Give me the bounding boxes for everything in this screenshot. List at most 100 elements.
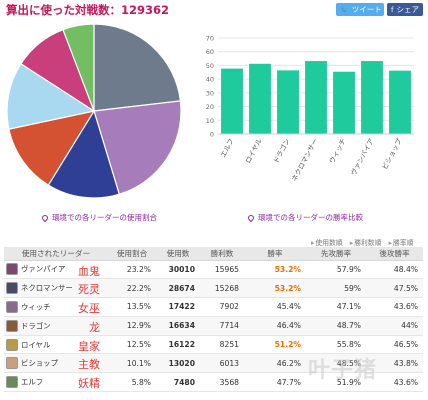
x-tick-label: ウィッチ — [328, 137, 348, 165]
y-tick-label: 0 — [210, 131, 214, 139]
wins-cell: 8251 — [200, 335, 244, 355]
share-cell: 23.2% — [108, 260, 156, 280]
table-row: ネクロマンサー 死灵 22.2% 28674 15268 53.2% 59% 47… — [4, 278, 423, 299]
col-header-winrate: 勝率 — [244, 247, 306, 261]
x-tick-label: ネクロマンサー — [290, 137, 319, 183]
wins-cell: 7714 — [200, 316, 244, 336]
leader-cn-label: 死灵 — [78, 283, 100, 297]
x-tick-label: ドラゴン — [271, 137, 292, 165]
sort-by-winrate-link[interactable]: 勝率順 — [389, 239, 414, 247]
leader-cn-label: 皇家 — [78, 339, 100, 353]
leader-stats-table: 使用されたリーダー 使用割合 使用数 勝利数 勝率 先攻勝率 後攻勝率 ヴァンパ… — [4, 247, 423, 393]
bar — [305, 61, 327, 134]
pie-slice — [93, 100, 182, 195]
leader-cell: エルフ 妖精 — [4, 372, 108, 393]
x-tick-label: ビショップ — [380, 137, 404, 171]
leader-usage-pie-chart — [6, 23, 182, 199]
leader-name: ヴァンパイア — [21, 264, 66, 274]
bar — [249, 63, 271, 135]
table-row: ウィッチ 女巫 13.5% 17422 7902 45.4% 47.1% 43.6… — [4, 297, 423, 317]
leader-avatar — [6, 338, 18, 351]
first-winrate-cell: 57.9% — [306, 260, 366, 280]
second-winrate-cell: 43.6% — [366, 372, 423, 393]
pie-slice — [6, 62, 96, 130]
wins-cell: 7902 — [200, 297, 244, 317]
share-cell: 13.5% — [108, 297, 156, 317]
table-header-row: 使用されたリーダー 使用割合 使用数 勝利数 勝率 先攻勝率 後攻勝率 — [4, 247, 423, 261]
x-tick-label: エルフ — [219, 137, 236, 159]
first-winrate-cell: 51.9% — [306, 372, 366, 393]
second-winrate-cell: 46.5% — [366, 335, 423, 355]
sort-by-usage-link[interactable]: 使用数順 — [311, 239, 343, 247]
winrate-cell: 46.4% — [244, 316, 306, 336]
winrate-cell: 47.7% — [244, 372, 306, 393]
y-tick-label: 30 — [206, 89, 214, 97]
uses-cell: 16634 — [156, 316, 200, 336]
leader-cn-label: 主教 — [78, 358, 100, 372]
winrate-cell: 45.4% — [244, 297, 306, 317]
leader-cn-label: 女巫 — [78, 302, 100, 316]
sort-links: 使用数順 勝利数順 勝率順 — [306, 237, 413, 247]
pie-caption-text: 環境での各リーダーの使用割合 — [52, 213, 157, 222]
bar — [333, 71, 355, 134]
leader-cell: ヴァンパイア 血鬼 — [4, 260, 108, 280]
leader-avatar — [6, 282, 18, 295]
twitter-bird-icon: 🐦 — [340, 5, 349, 14]
winrate-cell: 46.2% — [244, 353, 306, 374]
table-row: エルフ 妖精 5.8% 7480 3568 47.7% 51.9% 43.6% — [4, 372, 423, 393]
bar — [277, 70, 299, 134]
leader-name: ロイヤル — [21, 340, 51, 350]
leader-avatar — [6, 357, 18, 370]
first-winrate-cell: 55.8% — [306, 335, 366, 355]
location-pin-icon — [40, 213, 50, 223]
facebook-share-button[interactable]: f シェア — [387, 3, 423, 16]
y-tick-label: 60 — [206, 48, 214, 56]
bar-caption: 環境での各リーダーの勝率比較 — [246, 212, 363, 223]
second-winrate-cell: 48.4% — [366, 260, 423, 280]
location-pin-icon — [246, 213, 256, 223]
leader-cell: ドラゴン 龙 — [4, 316, 108, 336]
leader-avatar — [6, 319, 18, 332]
col-header-uses: 使用数 — [156, 247, 200, 261]
table-row: ドラゴン 龙 12.9% 16634 7714 46.4% 48.7% 44% — [4, 316, 423, 336]
leader-avatar — [6, 263, 18, 276]
facebook-share-label: シェア — [396, 5, 419, 14]
leader-avatar — [6, 376, 18, 389]
bar — [389, 70, 411, 134]
share-cell: 22.2% — [108, 278, 156, 299]
y-tick-label: 10 — [206, 117, 214, 125]
leader-avatar — [6, 300, 18, 313]
y-tick-label: 20 — [206, 103, 214, 111]
second-winrate-cell: 47.5% — [366, 278, 423, 299]
tweet-label: ツイート — [351, 5, 382, 14]
leader-cell: ロイヤル 皇家 — [4, 335, 108, 355]
pie-caption: 環境での各リーダーの使用割合 — [40, 212, 157, 223]
leader-cell: ネクロマンサー 死灵 — [4, 278, 108, 299]
second-winrate-cell: 44% — [366, 316, 423, 336]
wins-cell: 6013 — [200, 353, 244, 374]
leader-cn-label: 龙 — [89, 320, 100, 334]
winrate-cell: 53.2% — [244, 260, 306, 280]
tweet-button[interactable]: 🐦 ツイート — [336, 3, 384, 16]
second-winrate-cell: 43.8% — [366, 353, 423, 374]
second-winrate-cell: 43.6% — [366, 297, 423, 317]
first-winrate-cell: 48.7% — [306, 316, 366, 336]
bar — [221, 68, 243, 134]
facebook-f-icon: f — [391, 5, 394, 14]
first-winrate-cell: 48.5% — [306, 353, 366, 374]
battle-count-title: 算出に使った対戦数：129362 — [6, 3, 170, 17]
uses-cell: 28674 — [156, 278, 200, 299]
y-tick-label: 40 — [206, 76, 214, 84]
uses-cell: 30010 — [156, 260, 200, 280]
first-winrate-cell: 47.1% — [306, 297, 366, 317]
sort-by-wins-link[interactable]: 勝利数順 — [350, 239, 382, 247]
leader-cn-label: 血鬼 — [78, 264, 100, 278]
y-tick-label: 50 — [206, 62, 214, 70]
leader-name: ウィッチ — [21, 302, 51, 312]
col-header-leader: 使用されたリーダー — [4, 247, 108, 261]
uses-cell: 17422 — [156, 297, 200, 317]
share-cell: 12.9% — [108, 316, 156, 336]
col-header-share: 使用割合 — [108, 247, 156, 261]
share-cell: 10.1% — [108, 353, 156, 374]
